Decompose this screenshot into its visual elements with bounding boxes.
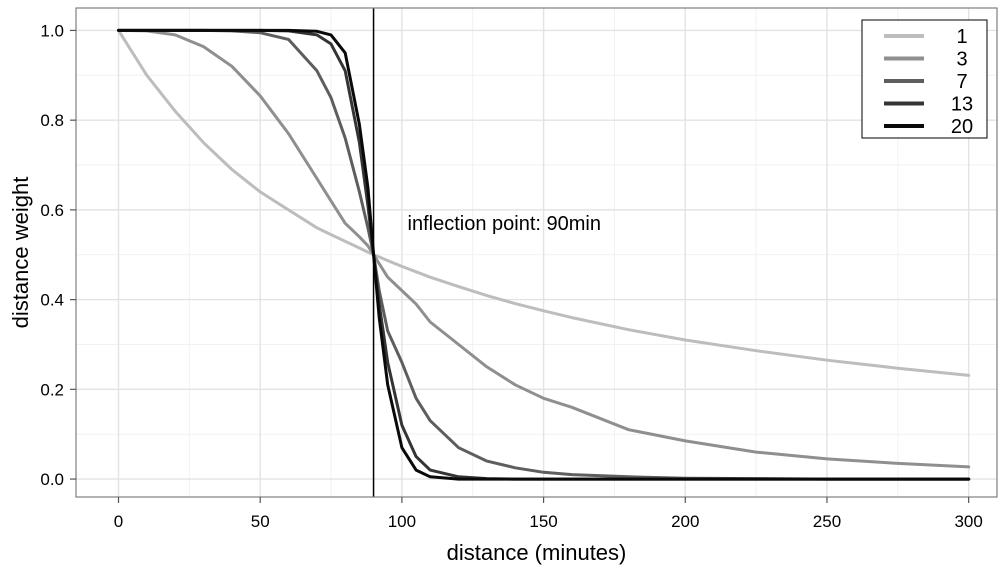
series-line-3 bbox=[117, 28, 971, 469]
legend-label-3: 3 bbox=[956, 49, 967, 71]
legend-box bbox=[861, 19, 988, 139]
x-tick-label: 300 bbox=[954, 512, 982, 531]
x-tick-label: 100 bbox=[388, 512, 416, 531]
series-line-1 bbox=[117, 28, 971, 377]
legend-label-7: 7 bbox=[956, 71, 967, 93]
x-tick-label: 0 bbox=[114, 512, 123, 531]
series-line-20 bbox=[117, 28, 971, 481]
major-grid bbox=[76, 8, 997, 497]
series-lines bbox=[117, 28, 971, 481]
legend-label-20: 20 bbox=[951, 116, 973, 138]
inflection-annotation: inflection point: 90min bbox=[408, 213, 601, 235]
x-tick-label: 150 bbox=[529, 512, 557, 531]
y-tick-label: 0.2 bbox=[40, 380, 64, 399]
x-tick-label: 250 bbox=[813, 512, 841, 531]
minor-grid bbox=[76, 8, 997, 497]
y-axis-title: distance weight bbox=[8, 177, 33, 329]
y-tick-label: 0.8 bbox=[40, 111, 64, 130]
y-axis-ticks: 0.0 0.2 0.4 0.6 0.8 1.0 bbox=[40, 21, 76, 489]
x-tick-label: 50 bbox=[251, 512, 270, 531]
y-tick-label: 0.0 bbox=[40, 470, 64, 489]
series-line-7 bbox=[117, 28, 971, 481]
panel-border bbox=[75, 7, 998, 498]
legend-label-1: 1 bbox=[956, 26, 967, 48]
y-tick-label: 0.4 bbox=[40, 291, 64, 310]
x-axis-title: distance (minutes) bbox=[447, 540, 627, 565]
legend-label-13: 13 bbox=[951, 94, 973, 116]
y-tick-label: 0.6 bbox=[40, 201, 64, 220]
x-tick-label: 200 bbox=[671, 512, 699, 531]
y-tick-label: 1.0 bbox=[40, 21, 64, 40]
x-axis-ticks: 0 50 100 150 200 250 300 bbox=[114, 497, 983, 531]
